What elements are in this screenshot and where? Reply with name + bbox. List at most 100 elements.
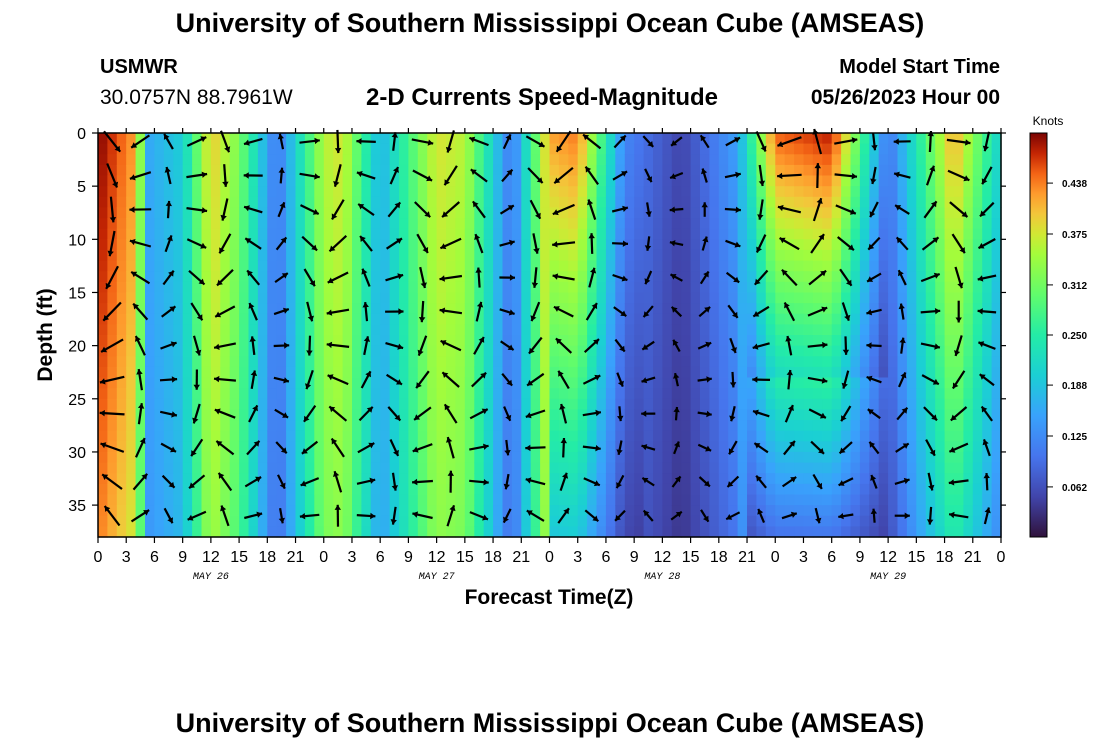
heatmap-cell — [126, 218, 137, 230]
heatmap-cell — [267, 218, 278, 230]
heatmap-cell — [154, 526, 165, 538]
heatmap-cell — [925, 186, 936, 198]
heatmap-cell — [747, 366, 757, 379]
heatmap-cell — [511, 473, 522, 485]
colorbar-tick-label: 0.062 — [1062, 483, 1087, 494]
current-arrow — [528, 336, 543, 355]
heatmap-cell — [681, 473, 692, 485]
heatmap-cell — [239, 249, 250, 262]
heatmap-cell — [878, 515, 889, 527]
current-arrow — [243, 205, 263, 214]
heatmap-cell — [634, 377, 645, 389]
current-arrow — [100, 338, 124, 353]
heatmap-cell — [229, 292, 240, 304]
heatmap-cell — [154, 462, 165, 474]
heatmap-cell — [831, 420, 842, 432]
current-arrow — [130, 270, 151, 285]
current-arrow — [134, 335, 146, 356]
current-arrow — [469, 408, 489, 420]
heatmap-cell — [605, 451, 616, 464]
heatmap-cell — [944, 420, 955, 432]
heatmap-cell — [295, 175, 306, 187]
heatmap-cell — [389, 494, 400, 506]
heatmap-cell — [822, 356, 833, 368]
heatmap-cell — [653, 366, 663, 379]
heatmap-cell — [446, 335, 456, 347]
heatmap-cell — [455, 451, 466, 464]
heatmap-cell — [455, 526, 466, 538]
heatmap-cell — [145, 451, 155, 464]
heatmap-cell — [154, 143, 165, 155]
heatmap-cell — [615, 154, 626, 166]
heatmap-cell — [126, 228, 137, 240]
heatmap-cell — [963, 366, 974, 379]
heatmap-cell — [765, 143, 776, 155]
heatmap-cell — [173, 473, 184, 485]
heatmap-cell — [342, 164, 353, 177]
heatmap-cell — [201, 324, 212, 336]
heatmap-cell — [210, 186, 221, 198]
heatmap-cell — [634, 430, 645, 442]
heatmap-cell — [831, 441, 842, 453]
heatmap-cell — [408, 175, 419, 187]
heatmap-cell — [775, 196, 786, 208]
heatmap-cell — [342, 175, 353, 187]
heatmap-cell — [521, 409, 532, 421]
current-arrow — [273, 307, 290, 316]
heatmap-cell — [229, 356, 240, 368]
x-tick-label: 3 — [348, 549, 357, 566]
heatmap-cell — [173, 164, 184, 177]
heatmap-cell — [370, 271, 381, 283]
current-arrow — [871, 132, 878, 151]
heatmap-cell — [446, 494, 456, 506]
heatmap-cell — [869, 356, 880, 368]
heatmap-cell — [201, 366, 212, 379]
heatmap-cell — [182, 451, 193, 464]
heatmap-cell — [869, 420, 880, 432]
heatmap-cell — [455, 473, 466, 485]
heatmap-cell — [850, 186, 861, 198]
heatmap-cell — [558, 483, 569, 495]
heatmap-cell — [671, 388, 682, 400]
heatmap-cell — [361, 281, 372, 293]
heatmap-cell — [709, 494, 720, 506]
heatmap-cell — [605, 462, 616, 474]
heatmap-cell — [765, 175, 776, 187]
heatmap-cell — [276, 398, 287, 410]
heatmap-cell — [455, 483, 466, 495]
current-arrow — [728, 440, 738, 455]
heatmap-cell — [427, 281, 438, 293]
heatmap-cell — [662, 451, 673, 464]
heatmap-cell — [624, 430, 635, 442]
heatmap-cell — [182, 218, 193, 230]
heatmap-cell — [634, 143, 645, 155]
heatmap-cell — [991, 292, 1002, 304]
heatmap-cell — [587, 420, 598, 432]
heatmap-cell — [323, 313, 334, 325]
heatmap-cell — [794, 515, 805, 527]
heatmap-cell — [615, 186, 626, 198]
heatmap-cell — [634, 441, 645, 453]
heatmap-cell — [455, 281, 466, 293]
heatmap-cell — [483, 420, 494, 432]
heatmap-cell — [671, 515, 682, 527]
heatmap-cell — [521, 366, 532, 379]
heatmap-cell — [728, 281, 739, 293]
heatmap-cell — [568, 462, 579, 474]
heatmap-cell — [982, 303, 993, 315]
heatmap-cell — [587, 324, 598, 336]
heatmap-cell — [615, 345, 626, 357]
heatmap-cell — [803, 249, 814, 262]
heatmap-cell — [728, 186, 739, 198]
heatmap-cell — [333, 175, 344, 187]
heatmap-cell — [116, 164, 127, 177]
heatmap-cell — [304, 398, 315, 410]
heatmap-cell — [954, 526, 964, 538]
heatmap-cell — [954, 345, 964, 357]
heatmap-cell — [803, 239, 814, 251]
heatmap-cell — [991, 324, 1002, 336]
heatmap-cell — [323, 228, 334, 240]
heatmap-cell — [436, 164, 447, 177]
x-tick-label: 0 — [319, 549, 328, 566]
heatmap-cell — [615, 335, 626, 347]
